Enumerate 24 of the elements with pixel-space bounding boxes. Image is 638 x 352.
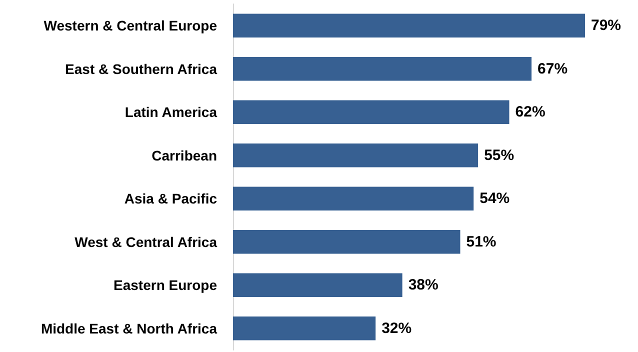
y-tick-label: Western & Central Europe [44, 18, 218, 34]
bar [233, 143, 478, 168]
data-label: 38% [408, 276, 438, 294]
data-label: 54% [480, 190, 510, 208]
bar [233, 14, 585, 38]
y-tick-label: Middle East & North Africa [40, 320, 218, 336]
bar [233, 273, 402, 298]
data-label: 79% [591, 17, 622, 34]
y-tick-label: Carribean [152, 147, 217, 164]
y-tick-label: Latin America [124, 104, 218, 120]
y-tick-label: Asia & Pacific [124, 190, 218, 207]
data-label: 55% [484, 146, 514, 164]
bar [233, 186, 474, 211]
data-label: 62% [515, 104, 546, 121]
data-label: 51% [466, 233, 496, 250]
y-tick-label: West & Central Africa [74, 234, 218, 250]
data-label: 67% [538, 60, 568, 78]
bar [233, 316, 376, 340]
bar [233, 100, 510, 124]
y-tick-label: East & Southern Africa [65, 60, 218, 77]
bar [233, 230, 460, 254]
data-label: 32% [382, 320, 412, 337]
bar [233, 56, 532, 81]
y-tick-label: Eastern Europe [114, 277, 218, 294]
